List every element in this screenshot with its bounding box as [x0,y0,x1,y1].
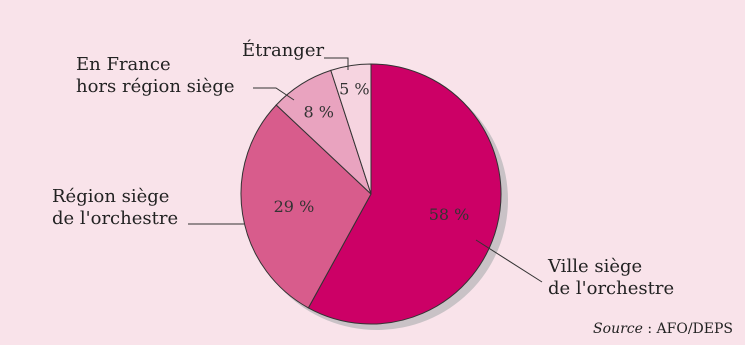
label-france-line2: hors région siège [76,76,235,97]
source-text: : AFO/DEPS [642,321,733,337]
label-ville-line2: de l'orchestre [548,278,675,299]
slice-value-label-0: 58 % [429,205,470,224]
label-france-line1: En France [76,54,171,75]
source-prefix: Source [593,321,643,337]
pie-slice-0 [307,63,502,325]
leader-line-france [253,87,295,101]
pie-slice-1 [240,104,372,309]
slice-value-label-2: 8 % [304,103,334,122]
label-region: Région siège de l'orchestre [52,186,178,230]
label-france: En France hors région siège [76,54,235,98]
label-ville-line1: Ville siège [548,256,643,277]
label-region-line1: Région siège [52,186,170,207]
leader-line-ville [475,239,543,283]
label-ville: Ville siège de l'orchestre [548,256,674,300]
label-region-line2: de l'orchestre [52,208,179,229]
pie-slice-3 [330,63,372,195]
source-note: Source : AFO/DEPS [593,321,733,337]
label-etranger: Étranger [242,40,325,61]
slice-value-label-1: 29 % [274,197,315,216]
slice-value-label-3: 5 % [339,80,369,99]
leader-line-etranger [324,57,349,70]
